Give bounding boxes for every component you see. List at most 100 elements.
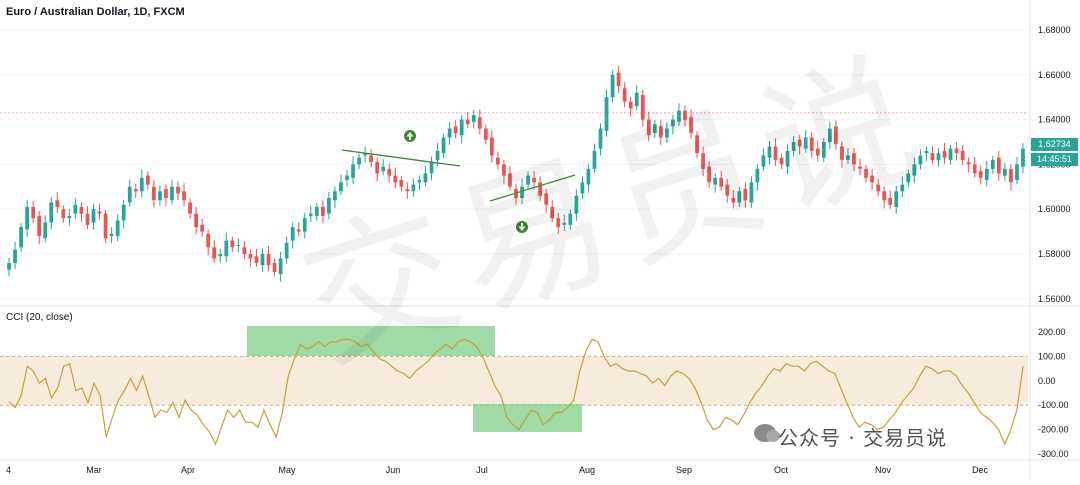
candle-body <box>737 191 742 203</box>
candle-body <box>158 191 162 201</box>
candle-body <box>562 222 567 225</box>
candle-body <box>97 211 102 214</box>
time-tick-label: Jul <box>476 465 488 475</box>
candle-body <box>948 148 953 160</box>
candle-body <box>242 247 247 254</box>
candle-body <box>966 162 971 165</box>
candle-body <box>188 202 192 214</box>
candle-body <box>363 153 367 156</box>
price-tick-label: 1.64000 <box>1038 115 1071 125</box>
candle-body <box>821 142 826 158</box>
candle-body <box>622 88 627 102</box>
candle-body <box>924 150 929 154</box>
candle-body <box>369 155 374 163</box>
candle-body <box>695 135 699 154</box>
candle-body <box>628 101 633 109</box>
candle-body <box>25 206 29 230</box>
time-tick-label: May <box>278 465 296 475</box>
candle-body <box>954 148 959 154</box>
candle-body <box>483 128 488 140</box>
candle-body <box>182 191 186 201</box>
candle-body <box>91 209 96 223</box>
candle-body <box>345 175 349 181</box>
candle-body <box>1015 164 1019 181</box>
candle-body <box>713 177 718 185</box>
candle-body <box>972 164 977 174</box>
candle-body <box>320 206 325 216</box>
oversold-highlight <box>473 404 582 432</box>
candle-body <box>797 139 802 147</box>
candle-body <box>290 227 295 241</box>
candle-body <box>308 213 313 216</box>
candle-body <box>381 166 386 172</box>
candle-body <box>978 171 983 178</box>
candle-body <box>399 180 404 187</box>
candle-body <box>586 168 591 185</box>
candle-body <box>918 155 923 165</box>
candle-body <box>616 72 621 86</box>
candle-body <box>990 159 995 169</box>
price-tick-label: 1.68000 <box>1038 25 1071 35</box>
time-tick-label: Oct <box>774 465 789 475</box>
candle-body <box>646 119 651 136</box>
candle-body <box>393 175 398 183</box>
candle-body <box>701 153 705 169</box>
candle-body <box>840 146 844 160</box>
candle-body <box>900 184 905 192</box>
candle-body <box>689 117 693 134</box>
candle-body <box>278 258 283 275</box>
candle-body <box>230 240 235 248</box>
countdown-tag: 14:45:51 <box>1031 153 1078 166</box>
candle-body <box>610 74 615 98</box>
price-tick-label: 1.66000 <box>1038 70 1071 80</box>
candle-body <box>139 177 144 192</box>
candle-body <box>906 173 911 183</box>
candle-body <box>960 150 965 160</box>
candle-body <box>176 186 180 194</box>
candle-body <box>773 146 778 160</box>
candle-body <box>49 202 54 223</box>
candle-body <box>508 173 512 187</box>
candle-body <box>749 182 754 203</box>
candle-body <box>405 189 410 192</box>
candle-body <box>170 186 174 201</box>
candle-body <box>876 184 881 192</box>
trendline-lower <box>489 174 576 202</box>
candle-body <box>429 162 434 174</box>
candle-body <box>302 218 307 232</box>
candle-body <box>441 137 446 154</box>
time-tick-label: Aug <box>579 465 595 475</box>
candle-body <box>266 254 271 266</box>
candle-body <box>719 177 724 187</box>
candle-body <box>755 168 760 183</box>
candle-body <box>224 240 229 257</box>
candle-body <box>109 233 114 237</box>
candle-body <box>502 164 506 176</box>
time-tick-label: 4 <box>6 465 11 475</box>
candle-body <box>677 110 681 122</box>
candle-body <box>598 128 603 149</box>
candle-body <box>930 153 935 160</box>
candle-body <box>1021 148 1025 167</box>
trendline-upper <box>341 149 461 167</box>
candle-body <box>815 148 820 156</box>
last-price-tag: 1.62734 <box>1031 138 1078 151</box>
candle-body <box>151 186 156 201</box>
candle-body <box>809 137 814 151</box>
candle-body <box>200 224 205 232</box>
candle-body <box>846 155 850 160</box>
cci-tick-label: -300.00 <box>1038 449 1069 459</box>
candle-body <box>532 177 536 183</box>
cci-band <box>0 356 1028 406</box>
candle-body <box>145 175 150 185</box>
candle-body <box>652 124 657 134</box>
candle-body <box>665 128 669 138</box>
candle-body <box>489 137 494 156</box>
candle-body <box>115 220 120 237</box>
candle-body <box>61 209 66 219</box>
candle-body <box>743 189 748 201</box>
candle-body <box>459 119 464 136</box>
candle-body <box>767 146 772 158</box>
